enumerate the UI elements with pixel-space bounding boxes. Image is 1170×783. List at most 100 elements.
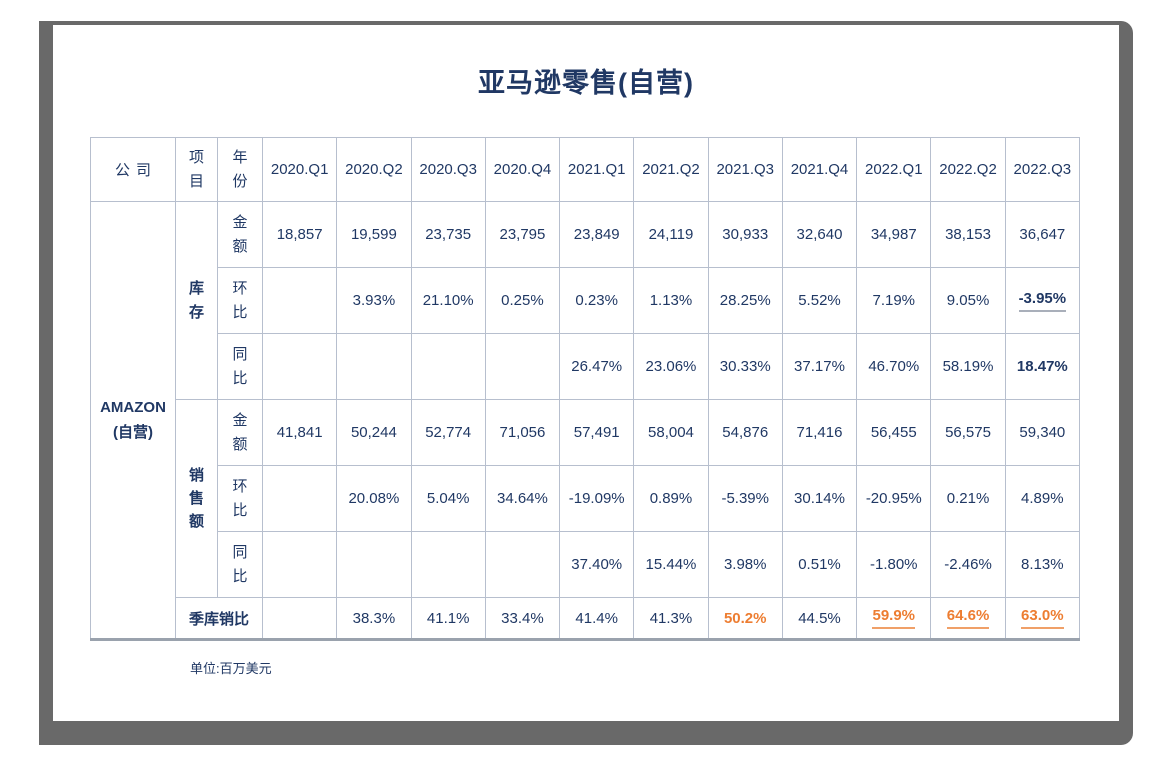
row-label-yoy: 同比 bbox=[217, 333, 263, 400]
row-inventory-amount: AMAZON (自营) 库存 金额 18,857 19,599 23,735 2… bbox=[90, 201, 1081, 640]
table-cell: -20.95% bbox=[856, 465, 932, 532]
table-cell: -1.80% bbox=[856, 531, 932, 598]
row-label-qoq: 环比 bbox=[217, 465, 263, 532]
section-sales-label: 销售额 bbox=[188, 466, 204, 531]
table-cell: 34,987 bbox=[856, 201, 932, 268]
table-cell: 0.89% bbox=[633, 465, 709, 532]
header-quarter: 2021.Q4 bbox=[781, 137, 858, 202]
table-cell bbox=[484, 333, 561, 400]
company-name: AMAZON bbox=[100, 398, 166, 416]
company-subtitle: (自营) bbox=[113, 424, 153, 441]
table-cell-highlight: 64.6% bbox=[930, 597, 1006, 640]
table-cell-highlight: -3.95% bbox=[1004, 267, 1081, 334]
section-sales: 销售额 bbox=[175, 399, 218, 598]
table-cell bbox=[484, 531, 561, 598]
table-cell: 0.25% bbox=[484, 267, 561, 334]
table-header-row: 公司 项目 年份 2020.Q1 2020.Q2 2020.Q3 2020.Q4… bbox=[90, 137, 1081, 202]
row-ratio: 季库销比 38.3% 41.1% 33.4% 41.4% 41.3% 50.2%… bbox=[91, 597, 1081, 640]
table-cell: 23.06% bbox=[633, 333, 709, 400]
table-cell: 7.19% bbox=[856, 267, 932, 334]
header-quarter: 2022.Q1 bbox=[856, 137, 932, 202]
table-cell-highlight: 59.9% bbox=[856, 597, 932, 640]
table-cell: 41.3% bbox=[633, 597, 709, 640]
header-quarter: 2020.Q2 bbox=[336, 137, 412, 202]
table-cell: 24,119 bbox=[633, 201, 709, 268]
table-cell bbox=[336, 531, 412, 598]
table-cell: 28.25% bbox=[707, 267, 783, 334]
table-cell: 9.05% bbox=[930, 267, 1006, 334]
table-cell: 5.52% bbox=[781, 267, 858, 334]
row-label-amount: 金额 bbox=[217, 399, 263, 466]
underlined-value: 59.9% bbox=[872, 607, 916, 629]
table-cell: 26.47% bbox=[559, 333, 635, 400]
table-cell: 4.89% bbox=[1004, 465, 1081, 532]
table-cell: 0.21% bbox=[930, 465, 1006, 532]
row-label-yoy: 同比 bbox=[217, 531, 263, 598]
table-cell: 38,153 bbox=[930, 201, 1006, 268]
table-cell: 23,735 bbox=[410, 201, 486, 268]
header-quarter: 2022.Q3 bbox=[1004, 137, 1081, 202]
table-cell bbox=[261, 465, 338, 532]
header-item: 项目 bbox=[175, 137, 218, 202]
table-cell: 3.93% bbox=[336, 267, 412, 334]
header-item-label: 项目 bbox=[188, 149, 204, 190]
header-company-label: 公司 bbox=[114, 162, 157, 179]
table-cell: 23,795 bbox=[484, 201, 561, 268]
row-sales-yoy: 同比 37.40% 15.44% 3.98% 0.51% -1.80% -2.4… bbox=[91, 531, 1081, 598]
table-cell: 50,244 bbox=[336, 399, 412, 466]
table-cell bbox=[261, 267, 338, 334]
table-cell: 46.70% bbox=[856, 333, 932, 400]
table-cell: 58,004 bbox=[633, 399, 709, 466]
row-label-text: 金额 bbox=[232, 412, 248, 453]
table-cell bbox=[336, 333, 412, 400]
table-cell: -2.46% bbox=[930, 531, 1006, 598]
header-quarter: 2021.Q1 bbox=[559, 137, 635, 202]
table-cell: 20.08% bbox=[336, 465, 412, 532]
table-cell: 52,774 bbox=[410, 399, 486, 466]
table-cell bbox=[261, 333, 338, 400]
header-quarter: 2020.Q1 bbox=[261, 137, 338, 202]
data-table: 公司 项目 年份 2020.Q1 2020.Q2 2020.Q3 2020.Q4… bbox=[90, 137, 1081, 641]
section-inventory-label: 库存 bbox=[188, 280, 204, 321]
table-cell: 0.23% bbox=[559, 267, 635, 334]
section-inventory: 库存 bbox=[175, 201, 218, 400]
table-cell: 3.98% bbox=[707, 531, 783, 598]
table-cell-highlight: 18.47% bbox=[1004, 333, 1081, 400]
table-cell: 56,455 bbox=[856, 399, 932, 466]
header-company: 公司 bbox=[90, 137, 176, 202]
table-cell: 5.04% bbox=[410, 465, 486, 532]
header-year-label: 年份 bbox=[232, 149, 248, 190]
ratio-label-cell: 季库销比 bbox=[175, 597, 263, 640]
table-cell bbox=[410, 333, 486, 400]
table-cell: 41,841 bbox=[261, 399, 338, 466]
table-container: 公司 项目 年份 2020.Q1 2020.Q2 2020.Q3 2020.Q4… bbox=[90, 137, 1119, 641]
header-quarter: 2020.Q3 bbox=[410, 137, 486, 202]
header-quarter: 2021.Q3 bbox=[707, 137, 783, 202]
table-cell bbox=[410, 531, 486, 598]
table-cell: 37.40% bbox=[559, 531, 635, 598]
table-cell: 36,647 bbox=[1004, 201, 1081, 268]
header-year: 年份 bbox=[217, 137, 263, 202]
table-cell: 59,340 bbox=[1004, 399, 1081, 466]
card-frame: 亚马逊零售(自营) 公司 项目 年份 2020.Q1 2020.Q2 2020.… bbox=[39, 21, 1133, 745]
table-cell bbox=[261, 531, 338, 598]
table-cell: -19.09% bbox=[559, 465, 635, 532]
table-cell: 15.44% bbox=[633, 531, 709, 598]
unit-note: 单位:百万美元 bbox=[190, 661, 272, 676]
table-cell: 41.1% bbox=[410, 597, 486, 640]
table-cell: 1.13% bbox=[633, 267, 709, 334]
company-cell: AMAZON (自营) bbox=[90, 201, 176, 640]
table-cell: 19,599 bbox=[336, 201, 412, 268]
card: 亚马逊零售(自营) 公司 项目 年份 2020.Q1 2020.Q2 2020.… bbox=[53, 25, 1119, 721]
row-inventory-qoq: 环比 3.93% 21.10% 0.25% 0.23% 1.13% 28.25%… bbox=[91, 267, 1081, 334]
table-cell: 57,491 bbox=[559, 399, 635, 466]
table-cell: 23,849 bbox=[559, 201, 635, 268]
row-sales-qoq: 环比 20.08% 5.04% 34.64% -19.09% 0.89% -5.… bbox=[91, 465, 1081, 532]
row-label-text: 金额 bbox=[232, 214, 248, 255]
table-cell bbox=[261, 597, 338, 640]
row-label-text: 同比 bbox=[232, 544, 248, 585]
row-sales-amount: 销售额 金额 41,841 50,244 52,774 71,056 57,49… bbox=[91, 399, 1081, 598]
table-cell: 8.13% bbox=[1004, 531, 1081, 598]
table-cell-highlight: 50.2% bbox=[707, 597, 783, 640]
row-label-text: 环比 bbox=[232, 478, 248, 519]
